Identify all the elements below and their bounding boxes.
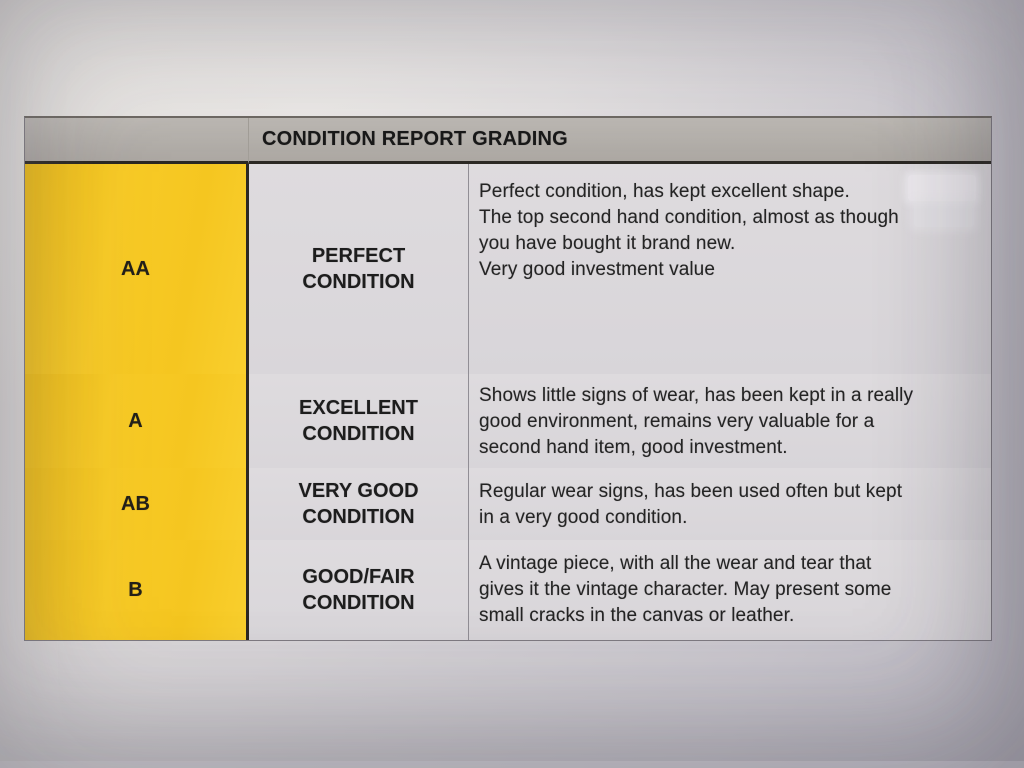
grade-label: A (128, 409, 143, 432)
description-paragraph: Very good investment value (479, 259, 716, 280)
grade-cell-a: A (25, 374, 249, 468)
condition-grading-table: CONDITION REPORT GRADING AA PERFECT COND… (24, 116, 992, 641)
grade-label: AB (121, 492, 150, 515)
description-paragraph: The top second hand condition, almost as… (479, 207, 899, 254)
header-blank-cell (25, 118, 249, 164)
description-paragraph: Shows little signs of wear, has been kep… (479, 385, 914, 458)
description-paragraph: A vintage piece, with all the wear and t… (479, 553, 892, 626)
header-title-cell: CONDITION REPORT GRADING (249, 118, 991, 164)
grade-cell-ab: AB (25, 468, 249, 540)
description-paragraph: Regular wear signs, has been used often … (479, 481, 903, 528)
condition-label: EXCELLENT CONDITION (299, 397, 418, 445)
grade-label: B (128, 578, 143, 601)
photo-edge-highlight (0, 761, 1024, 768)
condition-label-cell-very-good: VERY GOOD CONDITION (249, 468, 469, 540)
condition-label: VERY GOOD CONDITION (298, 480, 419, 528)
description-cell-ab: Regular wear signs, has been used often … (469, 468, 991, 540)
grade-cell-aa: AA (25, 164, 249, 374)
condition-label-cell-perfect: PERFECT CONDITION (249, 164, 469, 374)
description-cell-a: Shows little signs of wear, has been kep… (469, 374, 991, 468)
condition-label-cell-excellent: EXCELLENT CONDITION (249, 374, 469, 468)
condition-label: PERFECT CONDITION (302, 245, 415, 293)
condition-label: GOOD/FAIR CONDITION (302, 566, 415, 614)
grade-label: AA (121, 257, 150, 280)
grade-cell-b: B (25, 540, 249, 640)
table-title: CONDITION REPORT GRADING (262, 128, 568, 150)
condition-label-cell-good-fair: GOOD/FAIR CONDITION (249, 540, 469, 640)
description-paragraph: Perfect condition, has kept excellent sh… (479, 181, 850, 202)
description-cell-b: A vintage piece, with all the wear and t… (469, 540, 991, 640)
description-cell-aa: Perfect condition, has kept excellent sh… (469, 164, 991, 374)
